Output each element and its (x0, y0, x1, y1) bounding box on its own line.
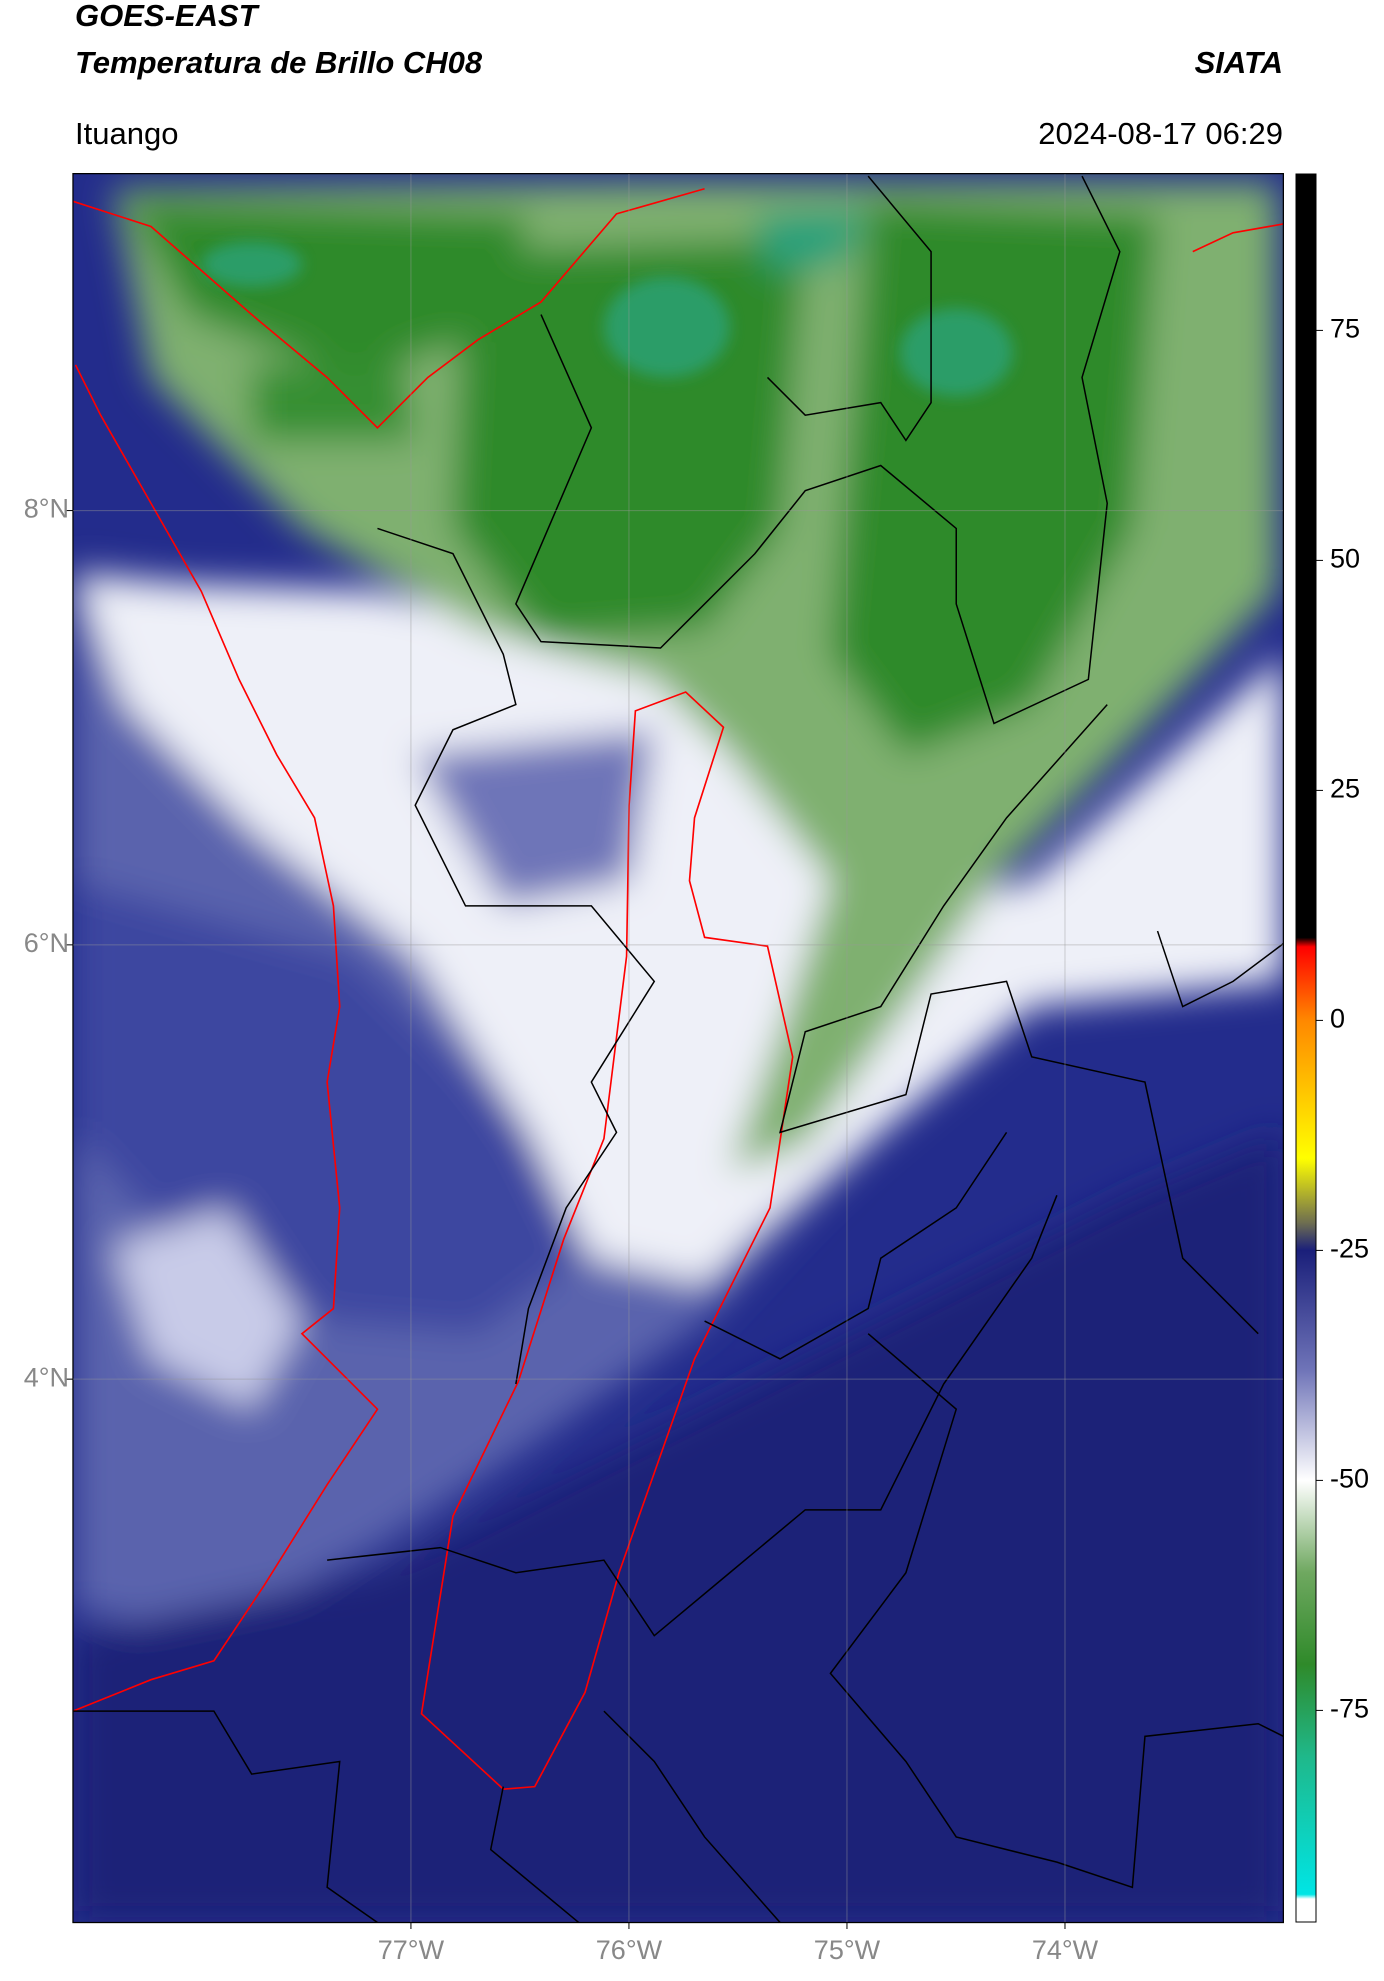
satellite: GOES-EAST (75, 0, 261, 33)
y-tick-label: 6°N (24, 928, 69, 958)
colorbar (1295, 173, 1317, 1923)
datetime: 2024-08-17 06:29 (1038, 116, 1283, 151)
colorbar-label: 0 (1330, 1004, 1345, 1034)
colorbar-label: 75 (1330, 314, 1360, 344)
colorbar-label: 25 (1330, 774, 1360, 804)
y-tick-label: 4°N (24, 1362, 69, 1392)
colorbar-label: 50 (1330, 544, 1360, 574)
colorbar-label: -25 (1330, 1234, 1369, 1264)
product: Temperatura de Brillo CH08 (75, 45, 483, 80)
x-tick-label: 75°W (814, 1935, 881, 1965)
x-tick-label: 77°W (378, 1935, 445, 1965)
y-tick-label: 8°N (24, 494, 69, 524)
map-imagery (72, 173, 1284, 1924)
x-tick-label: 74°W (1032, 1935, 1099, 1965)
location: Ituango (75, 116, 178, 151)
source: SIATA (1195, 45, 1283, 80)
x-tick-label: 76°W (596, 1935, 663, 1965)
colorbar-label: -50 (1330, 1464, 1369, 1494)
colorbar-label: -75 (1330, 1694, 1369, 1724)
